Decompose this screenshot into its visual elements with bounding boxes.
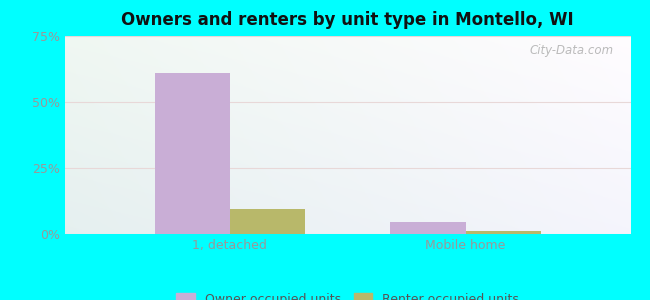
Text: City-Data.com: City-Data.com [529,44,614,57]
Bar [465,231,541,234]
Bar [390,222,465,234]
Title: Owners and renters by unit type in Montello, WI: Owners and renters by unit type in Monte… [122,11,574,29]
Bar [155,73,230,234]
Bar [230,209,306,234]
Legend: Owner occupied units, Renter occupied units: Owner occupied units, Renter occupied un… [171,288,525,300]
